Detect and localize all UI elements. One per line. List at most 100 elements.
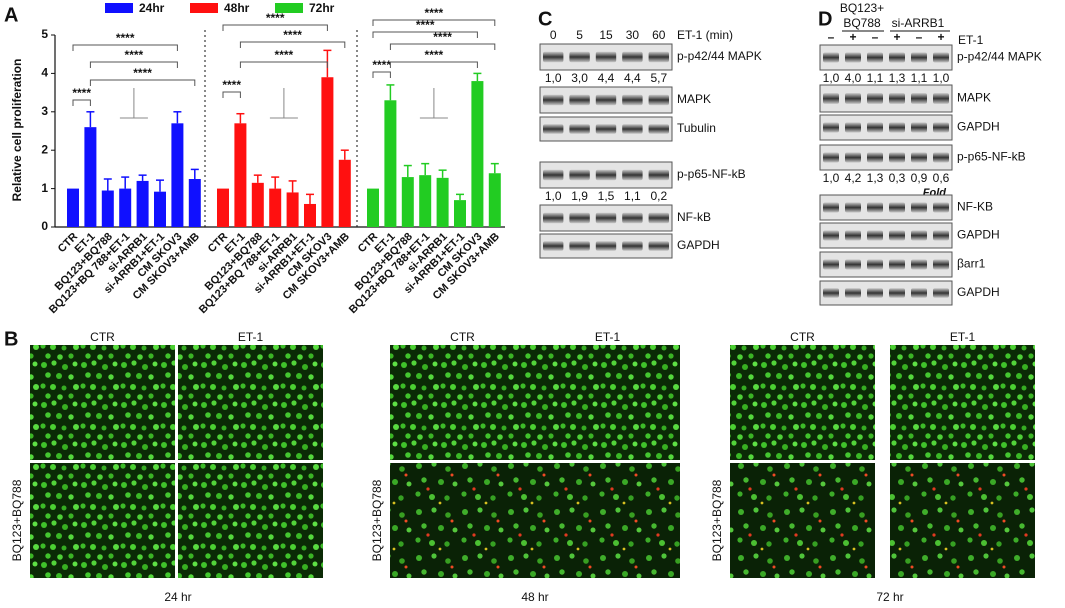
significance-label: **** [283,28,302,42]
time-label: 24 hr [164,590,191,604]
blot-label: MAPK [957,91,991,105]
blot-band [622,94,643,106]
bar [436,177,449,227]
treatment-label: ET-1 [958,33,984,47]
bar [401,177,414,227]
lane-label: 0 [550,28,557,42]
fold-value: 1,3 [889,71,906,85]
fold-value: 3,0 [571,71,588,85]
fold-value: 1,0 [823,71,840,85]
significance-label: **** [72,86,91,100]
blot-band [867,202,883,213]
y-tick-label: 5 [41,27,48,41]
micrograph [30,463,175,578]
blot-band [889,230,905,241]
micrograph [535,463,680,578]
fold-value: 1,0 [545,189,562,203]
significance-bracket [72,44,178,51]
blot-band [648,241,669,251]
blot-band [543,51,564,63]
panel-label: B [4,328,18,350]
comparison-line [269,88,298,119]
treatment-sign: – [916,30,923,44]
micrograph [178,345,323,460]
blot-band [569,124,590,134]
y-tick-label: 2 [41,142,48,156]
blot-label: βarr1 [957,257,986,271]
significance-label: **** [425,6,444,20]
treatment-sign: + [937,30,944,44]
fold-value: 1,9 [571,189,588,203]
bar [234,123,247,227]
blot-band [569,51,590,63]
significance-bracket [222,91,241,98]
fold-value: 4,4 [624,71,641,85]
blot-band [823,259,839,270]
bar [188,179,201,227]
blot-label: GAPDH [677,238,720,252]
blot-band [911,259,927,270]
blot-band [867,122,883,133]
blot-label: GAPDH [957,285,1000,299]
legend-label: 72hr [309,1,335,15]
legend-label: 48hr [224,1,250,15]
blot-band [933,230,949,241]
blot [819,280,953,306]
blot-band [911,202,927,213]
bar [84,127,97,227]
blot-band [823,93,839,104]
fold-value: 4,4 [598,71,615,85]
column-label: ET-1 [950,330,976,344]
significance-label: **** [222,78,241,92]
significance-label: **** [116,31,135,45]
blot-band [933,202,949,213]
bar [286,192,299,227]
blot-band [911,288,927,298]
blot-band [648,51,669,63]
y-tick-label: 1 [41,181,48,195]
significance-bracket [89,61,178,68]
fold-value: 4,2 [845,171,862,185]
blot-band [911,230,927,241]
time-axis-label: ET-1 (min) [677,28,733,42]
blot-band [911,122,927,133]
blot-band [823,52,839,63]
blot-band [569,169,590,181]
blot-band [569,241,590,251]
blot-band [543,169,564,181]
blot [819,114,953,141]
blot-band [622,124,643,134]
blot-band [911,52,927,63]
blot-label: MAPK [677,92,711,106]
blot [819,84,953,113]
blot-band [569,94,590,106]
significance-label: **** [125,48,144,62]
blot-band [823,122,839,133]
micrograph [178,463,323,578]
lane-label: 60 [652,28,666,42]
significance-label: **** [372,58,391,72]
blot-label: p-p42/44 MAPK [957,50,1042,64]
blot-band [867,230,883,241]
micrograph [390,463,535,578]
blot-band [595,212,617,224]
row-label: BQ123+BQ788 [710,479,724,561]
bar [101,190,114,227]
significance-label: **** [425,48,444,62]
micrograph [730,345,875,460]
blot [819,222,953,249]
blot [819,194,953,221]
time-label: 48 hr [521,590,548,604]
group-label: BQ788 [843,16,881,30]
significance-bracket [389,43,496,50]
row-label: BQ123+BQ788 [370,479,384,561]
blot-band [823,288,839,298]
blot-band [622,212,643,224]
blot-band [648,169,669,181]
y-tick-label: 3 [41,104,48,118]
blot-band [845,93,861,104]
blot-band [867,288,883,298]
fold-value: 1,5 [598,189,615,203]
row-label: BQ123+BQ788 [10,479,24,561]
micrograph [730,463,875,578]
